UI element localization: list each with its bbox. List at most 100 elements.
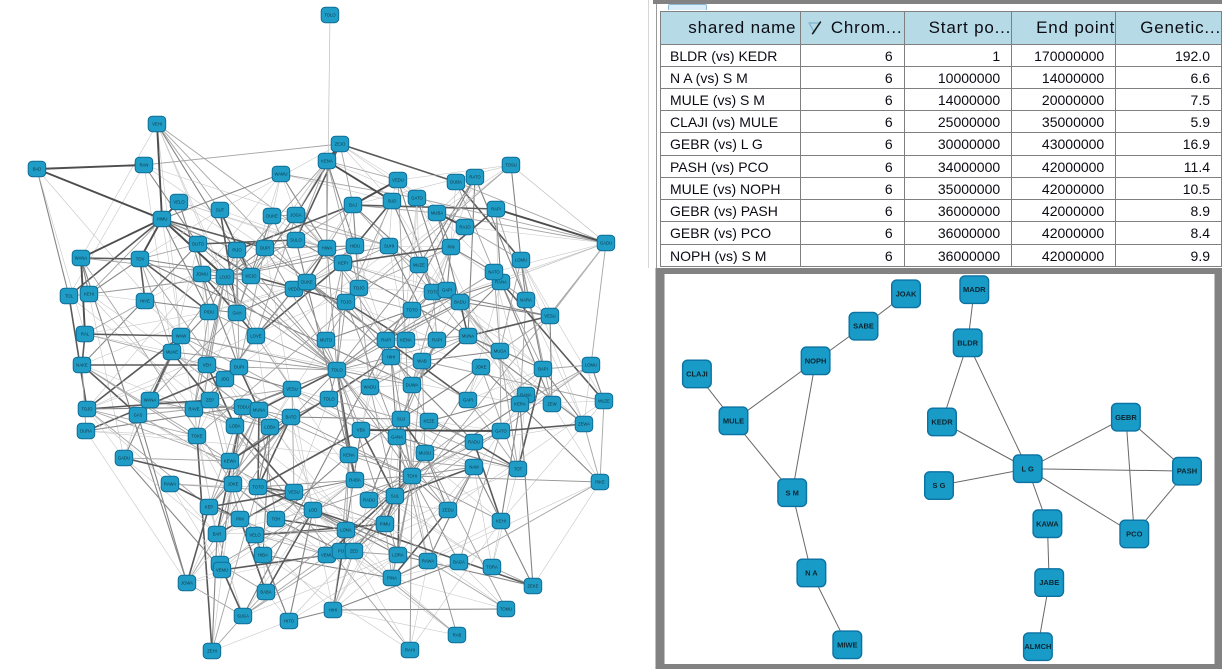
svg-text:MUNA: MUNA <box>462 334 475 339</box>
svg-text:BATO: BATO <box>285 415 297 420</box>
svg-text:N A: N A <box>805 569 818 578</box>
svg-text:TORA: TORA <box>486 565 498 570</box>
svg-text:GADU: GADU <box>118 456 130 461</box>
svg-text:WANA: WANA <box>75 256 88 261</box>
svg-text:HIHI: HIHI <box>387 355 395 360</box>
svg-text:TOLO: TOLO <box>324 13 336 18</box>
svg-text:PIKE: PIKE <box>595 480 605 485</box>
svg-text:RADU: RADU <box>363 498 375 503</box>
svg-text:BABA: BABA <box>260 590 271 595</box>
svg-text:GAS: GAS <box>134 413 143 418</box>
svg-text:MUTO: MUTO <box>320 338 333 343</box>
svg-text:HIBA: HIBA <box>258 553 268 558</box>
svg-text:PCO: PCO <box>1126 530 1142 539</box>
svg-text:RAN: RAN <box>140 163 149 168</box>
svg-text:PIN: PIN <box>448 245 455 250</box>
svg-text:KEHI: KEHI <box>84 292 94 297</box>
svg-text:CLAJI: CLAJI <box>686 370 708 379</box>
svg-text:MUKE: MUKE <box>166 350 178 355</box>
svg-text:JOAK: JOAK <box>896 289 917 298</box>
svg-text:NARA: NARA <box>520 298 532 303</box>
svg-text:KEDR: KEDR <box>931 418 953 427</box>
svg-text:TOTO: TOTO <box>406 308 418 313</box>
svg-text:PIMU: PIMU <box>380 522 390 527</box>
svg-text:KERA: KERA <box>514 402 526 407</box>
svg-text:RAPI: RAPI <box>432 338 442 343</box>
svg-text:LOMU: LOMU <box>585 363 597 368</box>
svg-text:TOSU: TOSU <box>505 163 517 168</box>
svg-text:RAL: RAL <box>81 332 90 337</box>
svg-text:PIJ: PIJ <box>338 549 344 554</box>
svg-text:ZED: ZED <box>350 549 358 554</box>
svg-text:GANA: GANA <box>391 435 403 440</box>
svg-text:VEDU: VEDU <box>288 287 300 292</box>
svg-text:TOMU: TOMU <box>500 607 512 612</box>
svg-text:KEHI: KEHI <box>496 519 506 524</box>
svg-text:JOWA: JOWA <box>181 581 193 586</box>
svg-text:SUD: SUD <box>388 199 397 204</box>
svg-text:KEZE: KEZE <box>424 419 435 424</box>
svg-text:LOBA: LOBA <box>229 424 240 429</box>
svg-text:GAPI: GAPI <box>442 288 452 293</box>
svg-text:RADU: RADU <box>468 440 480 445</box>
svg-text:GADU: GADU <box>600 241 612 246</box>
svg-text:RAHI: RAHI <box>405 648 415 653</box>
svg-text:HIHI: HIHI <box>329 608 337 613</box>
svg-text:GAPI: GAPI <box>463 398 473 403</box>
svg-text:NAKE: NAKE <box>76 363 88 368</box>
svg-text:JOKE: JOKE <box>228 482 239 487</box>
svg-text:ZEJO: ZEJO <box>335 142 346 147</box>
svg-text:VEDU: VEDU <box>392 178 404 183</box>
svg-text:BAR: BAR <box>213 532 222 537</box>
svg-text:ZEDU: ZEDU <box>442 508 453 513</box>
svg-text:GAH: GAH <box>232 311 241 316</box>
svg-text:GATO: GATO <box>495 429 507 434</box>
svg-text:VESU: VESU <box>286 387 297 392</box>
svg-text:VESU: VESU <box>288 490 299 495</box>
svg-text:HIDU: HIDU <box>350 244 360 249</box>
svg-text:DUPI: DUPI <box>234 365 244 370</box>
svg-text:TOH: TOH <box>272 517 281 522</box>
svg-text:BAGA: BAGA <box>453 560 465 565</box>
svg-text:DUWA: DUWA <box>406 383 419 388</box>
svg-text:VEH: VEH <box>203 363 212 368</box>
svg-text:MUBA: MUBA <box>431 211 443 216</box>
svg-text:DUKE: DUKE <box>266 214 278 219</box>
svg-text:VELO: VELO <box>249 533 261 538</box>
svg-text:TOJO: TOJO <box>81 407 93 412</box>
svg-text:BAJ: BAJ <box>349 203 357 208</box>
svg-text:PIJO: PIJO <box>232 248 242 253</box>
svg-text:BANA: BANA <box>520 393 532 398</box>
svg-text:VEMU: VEMU <box>321 553 333 558</box>
svg-text:NAM: NAM <box>469 465 479 470</box>
svg-text:BAPI: BAPI <box>538 367 548 372</box>
svg-text:SABE: SABE <box>853 322 874 331</box>
svg-text:TOHI: TOHI <box>407 474 417 479</box>
svg-text:WANA: WANA <box>144 398 157 403</box>
svg-text:MUZE: MUZE <box>413 263 425 268</box>
svg-text:PIM: PIM <box>236 517 244 522</box>
svg-text:TOTO: TOTO <box>427 290 439 295</box>
svg-text:HIWA: HIWA <box>322 246 333 251</box>
svg-text:ALMCH: ALMCH <box>1024 642 1051 651</box>
svg-text:MIWE: MIWE <box>837 641 857 650</box>
svg-text:PASH: PASH <box>1177 467 1197 476</box>
svg-text:JOG: JOG <box>221 377 230 382</box>
svg-text:S G: S G <box>933 481 946 490</box>
svg-text:PINA: PINA <box>387 576 397 581</box>
svg-text:RAWA: RAWA <box>164 482 176 487</box>
svg-text:JOMU: JOMU <box>196 272 208 277</box>
svg-text:DURA: DURA <box>80 429 92 434</box>
svg-text:RAWA: RAWA <box>422 559 434 564</box>
svg-text:LORA: LORA <box>392 553 404 558</box>
svg-text:BAD: BAD <box>33 167 42 172</box>
svg-text:LONA: LONA <box>340 528 352 533</box>
svg-text:TOJO: TOJO <box>353 286 365 291</box>
svg-text:WAW: WAW <box>176 334 186 339</box>
svg-text:MUGA: MUGA <box>494 349 507 354</box>
svg-text:MULE: MULE <box>723 416 744 425</box>
svg-text:SULO: SULO <box>290 238 302 243</box>
svg-text:GEBR: GEBR <box>1115 413 1137 422</box>
svg-text:LOBA: LOBA <box>264 425 275 430</box>
svg-text:RAJO: RAJO <box>459 225 471 230</box>
